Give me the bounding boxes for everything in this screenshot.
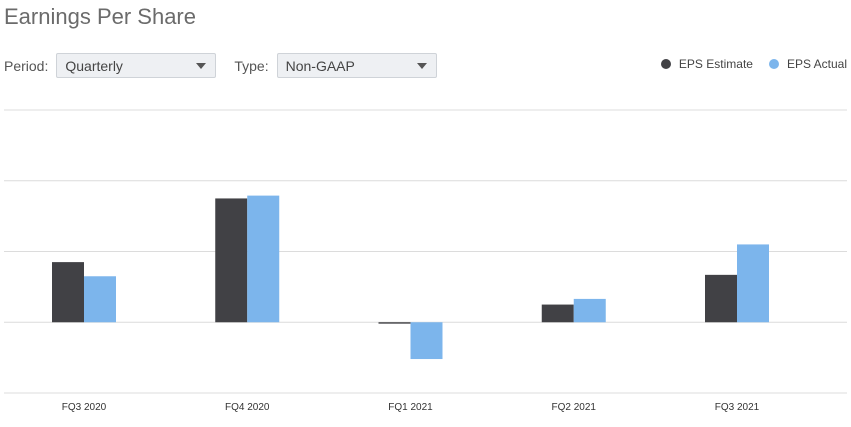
x-tick-label: FQ2 2021	[552, 402, 597, 413]
type-select-value: Non-GAAP	[285, 57, 355, 74]
bar-eps-actual-fq3-2020[interactable]	[84, 276, 116, 323]
legend-item-eps-actual[interactable]: EPS Actual	[768, 57, 847, 71]
bar-eps-estimate-fq1-2021[interactable]	[378, 322, 411, 324]
legend-label: EPS Estimate	[678, 57, 753, 71]
bar-eps-actual-fq1-2021[interactable]	[410, 322, 443, 360]
legend-marker-icon	[660, 59, 671, 69]
bar-eps-actual-fq4-2020[interactable]	[247, 195, 280, 323]
type-label: Type:	[234, 57, 269, 74]
period-select-value: Quarterly	[65, 57, 123, 74]
x-tick-label: FQ4 2020	[225, 402, 270, 413]
chevron-down-icon	[196, 63, 207, 69]
x-tick-label: FQ3 2020	[62, 402, 107, 413]
bar-eps-estimate-fq2-2021[interactable]	[541, 304, 574, 323]
page-title: Earnings Per Share	[4, 4, 196, 29]
bar-eps-estimate-fq3-2021[interactable]	[705, 274, 737, 323]
bar-eps-actual-fq3-2021[interactable]	[737, 244, 769, 323]
chart-controls: Period: Quarterly Type: Non-GAAP	[4, 52, 437, 79]
x-tick-label: FQ3 2021	[715, 402, 760, 413]
period-select[interactable]: Quarterly	[56, 53, 217, 78]
bar-eps-estimate-fq3-2020[interactable]	[52, 262, 84, 323]
chevron-down-icon	[416, 63, 427, 69]
type-select[interactable]: Non-GAAP	[276, 53, 437, 78]
legend-item-eps-estimate[interactable]: EPS Estimate	[660, 57, 753, 71]
bar-eps-actual-fq2-2021[interactable]	[573, 298, 606, 323]
x-tick-label: FQ1 2021	[388, 402, 433, 413]
period-label: Period:	[4, 57, 49, 74]
legend-marker-icon	[768, 59, 779, 69]
bar-eps-estimate-fq4-2020[interactable]	[215, 198, 248, 323]
legend-label: EPS Actual	[786, 57, 847, 71]
chart-legend: EPS Estimate EPS Actual	[645, 57, 847, 71]
